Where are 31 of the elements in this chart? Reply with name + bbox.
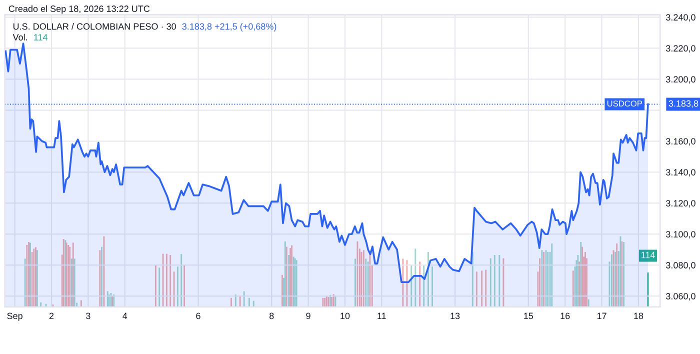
text: 3.183,8 +21,5 (+0,68%) (182, 23, 276, 32)
x-tick-label: 3 (86, 312, 90, 320)
y-tick-label: 3.160,0 (666, 138, 696, 146)
y-tick-label: 3.100,0 (666, 231, 696, 239)
annotation: Vol. (12, 34, 27, 40)
y-tick-label: 3.060,0 (666, 293, 696, 300)
y-tick-label: 3.140,0 (666, 169, 696, 177)
text: Creado el Sep 18, 2026 13:22 UTC (8, 5, 150, 14)
x-tick-label: 18 (634, 312, 644, 320)
x-tick-label: 9 (306, 312, 310, 320)
x-tick-label: 4 (122, 312, 128, 320)
x-tick-label: Sep (7, 312, 22, 321)
x-tick-label: 13 (450, 312, 460, 320)
y-tick-label: 3.200,0 (666, 76, 696, 84)
x-tick-label: 11 (378, 312, 386, 320)
x-tick-label: 16 (560, 312, 570, 320)
text: 3.183,8 (668, 100, 698, 108)
text: U.S. DOLLAR / COLOMBIAN PESO · 30 (13, 23, 176, 30)
text: 114 (34, 34, 48, 40)
ref-line-label: USDCOP (607, 100, 642, 106)
data-label: 114 (641, 252, 655, 258)
y-tick-label: 3.220,0 (666, 45, 696, 53)
x-tick-label: 2 (49, 312, 54, 320)
y-tick-label: 3.120,0 (666, 200, 696, 208)
x-tick-label: 6 (196, 312, 200, 320)
x-tick-label: 17 (597, 312, 606, 320)
x-tick-label: 8 (269, 312, 274, 320)
y-tick-label: 3.080,0 (666, 262, 696, 270)
y-tick-label: 3.240,0 (666, 14, 696, 22)
x-tick-label: 10 (340, 312, 350, 320)
x-tick-label: 15 (524, 312, 534, 320)
